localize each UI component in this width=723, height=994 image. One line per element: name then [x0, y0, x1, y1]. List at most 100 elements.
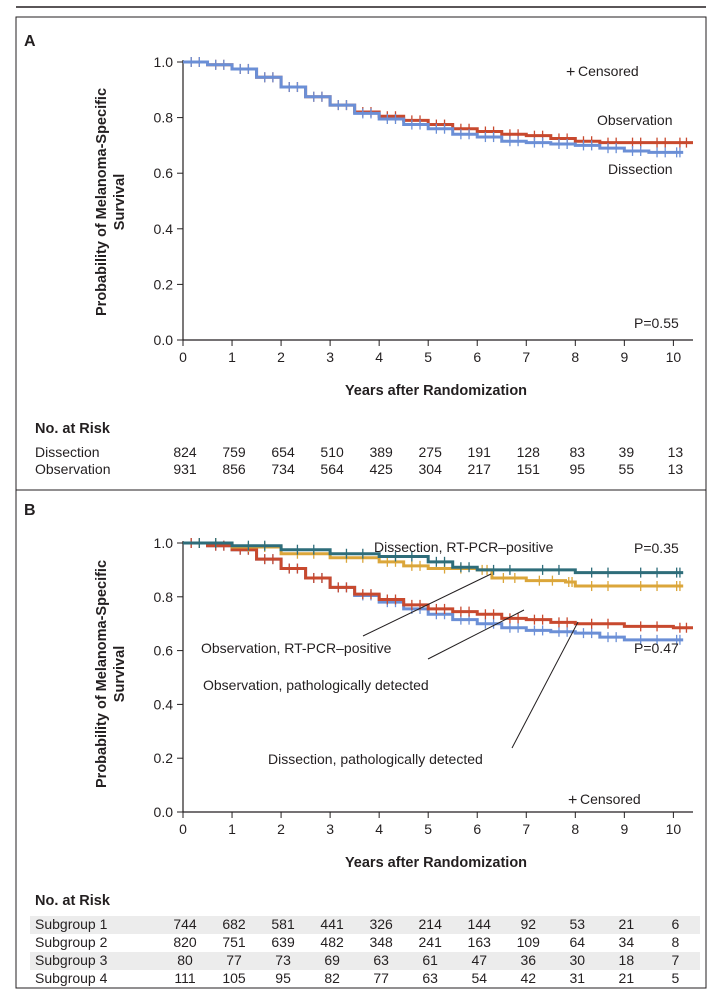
- x-tick-label: 2: [277, 349, 285, 365]
- figure-border: [15, 16, 707, 989]
- risk-cell: 80: [177, 952, 193, 968]
- panel-a-censored-legend: Censored: [578, 63, 639, 79]
- y-tick-label: 0.2: [154, 276, 174, 292]
- x-tick-label: 3: [326, 821, 334, 837]
- risk-cell: 389: [369, 444, 393, 460]
- risk-cell: 510: [320, 444, 344, 460]
- risk-cell: 34: [619, 934, 635, 950]
- y-tick-label: 0.4: [154, 696, 174, 712]
- risk-row-label: Subgroup 2: [35, 934, 108, 950]
- y-tick-label: 1.0: [154, 54, 174, 70]
- risk-cell: 214: [419, 916, 443, 932]
- panel-b: B 0.00.20.40.60.81.00 1 2 3 4 5 6 7 8 9 10 Probabi…: [24, 502, 700, 986]
- risk-cell: 39: [619, 444, 635, 460]
- y-tick-label: 0.8: [154, 110, 174, 126]
- risk-cell: 63: [373, 952, 389, 968]
- panel-b-p-value-top: P=0.35: [634, 540, 679, 556]
- x-tick-label: 5: [424, 821, 432, 837]
- risk-cell: 64: [570, 934, 586, 950]
- panel-b-axes: 0.0 0.2 0.4 0.6 0.8 1.0 0 1 2 3 4 5 6 7 8 9 10: [154, 535, 693, 837]
- leader-line-observation-path: [427, 609, 525, 660]
- risk-cell: 55: [619, 461, 635, 477]
- risk-cell: 824: [173, 444, 197, 460]
- panel-b-label: B: [24, 502, 36, 519]
- leader-line-dissection-path: [511, 621, 579, 749]
- panel-b-risk-title: No. at Risk: [35, 893, 111, 909]
- risk-cell: 348: [369, 934, 393, 950]
- x-tick-label: 6: [473, 349, 481, 365]
- y-tick-label: 0.0: [154, 332, 174, 348]
- panel-a-ylabel-line1: Probability of Melanoma-Specific: [94, 88, 110, 316]
- risk-cell: 13: [668, 444, 684, 460]
- x-tick-label: 1: [228, 821, 236, 837]
- panel-a-annotation-observation: Observation: [597, 112, 672, 128]
- panel-b-label-dissection-path: Dissection, pathologically detected: [268, 751, 483, 767]
- panel-a: A 0.0 0.2 0.4 0.6 0.8 1.0 0 1 2 3 4 5 6 7 8 9 10 Probabi…: [24, 33, 693, 477]
- risk-cell: 13: [668, 461, 684, 477]
- risk-cell: 144: [468, 916, 492, 932]
- risk-cell: 441: [320, 916, 344, 932]
- x-tick-label: 10: [666, 821, 682, 837]
- panel-a-censored-symbol: +: [566, 64, 575, 81]
- risk-cell: 47: [471, 952, 487, 968]
- risk-row-band: [30, 952, 700, 970]
- x-tick-label: 8: [571, 349, 579, 365]
- risk-cell: 82: [324, 970, 340, 986]
- panel-b-risk-table: Subgroup 1 744 682 581 441 326 214 144 92 53 21 6 Su…: [35, 916, 679, 986]
- risk-cell: 63: [422, 970, 438, 986]
- panel-a-p-value: P=0.55: [634, 315, 679, 331]
- panel-a-ylabel-line2: Survival: [112, 174, 128, 230]
- risk-cell: 734: [271, 461, 295, 477]
- x-tick-label: 8: [571, 821, 579, 837]
- risk-cell: 8: [671, 934, 679, 950]
- risk-cell: 151: [517, 461, 541, 477]
- panel-b-label-observation-path: Observation, pathologically detected: [203, 677, 429, 693]
- panel-b-xlabel: Years after Randomization: [345, 855, 527, 871]
- risk-cell: 31: [570, 970, 586, 986]
- risk-cell: 482: [320, 934, 344, 950]
- risk-row-band: [30, 916, 700, 934]
- x-tick-label: 1: [228, 349, 236, 365]
- risk-cell: 425: [369, 461, 393, 477]
- y-tick-label: 0.4: [154, 221, 174, 237]
- risk-cell: 92: [520, 916, 536, 932]
- panel-a-axes: 0.0 0.2 0.4 0.6 0.8 1.0 0 1 2 3 4 5 6 7 8 9 10: [154, 54, 693, 365]
- x-tick-label: 10: [666, 349, 682, 365]
- panel-b-censored-symbol: +: [568, 792, 577, 809]
- panel-a-annotation-dissection: Dissection: [608, 161, 673, 177]
- risk-cell: 73: [275, 952, 291, 968]
- risk-cell: 581: [271, 916, 295, 932]
- x-tick-label: 9: [620, 349, 628, 365]
- risk-cell: 30: [570, 952, 586, 968]
- risk-cell: 111: [174, 970, 195, 986]
- x-tick-label: 9: [620, 821, 628, 837]
- risk-cell: 77: [373, 970, 389, 986]
- risk-cell: 241: [419, 934, 443, 950]
- y-tick-label: 0.0: [154, 804, 174, 820]
- risk-row-label: Subgroup 1: [35, 916, 108, 932]
- risk-cell: 682: [222, 916, 246, 932]
- risk-cell: 856: [222, 461, 246, 477]
- panel-b-label-dissection-rt: Dissection, RT-PCR–positive: [374, 539, 554, 555]
- panel-a-risk-table: Dissection 824 759 654 510 389 275 191 128 83 39 13…: [35, 444, 683, 477]
- risk-cell: 54: [471, 970, 487, 986]
- panel-b-curves: [183, 538, 693, 645]
- panel-b-label-observation-rt: Observation, RT-PCR–positive: [201, 640, 392, 656]
- risk-cell: 128: [517, 444, 541, 460]
- risk-cell: 654: [271, 444, 295, 460]
- risk-cell: 36: [520, 952, 536, 968]
- y-tick-label: 0.6: [154, 165, 174, 181]
- risk-row-label: Dissection: [35, 444, 100, 460]
- y-tick-label: 1.0: [154, 535, 174, 551]
- x-tick-label: 4: [375, 349, 383, 365]
- risk-cell: 163: [468, 934, 492, 950]
- risk-cell: 217: [468, 461, 492, 477]
- risk-cell: 109: [517, 934, 541, 950]
- risk-cell: 820: [173, 934, 197, 950]
- risk-row-label: Observation: [35, 461, 110, 477]
- x-tick-label: 3: [326, 349, 334, 365]
- x-tick-label: 7: [522, 349, 530, 365]
- risk-cell: 759: [222, 444, 246, 460]
- risk-cell: 21: [619, 970, 635, 986]
- leader-line-observation-rt: [362, 573, 492, 637]
